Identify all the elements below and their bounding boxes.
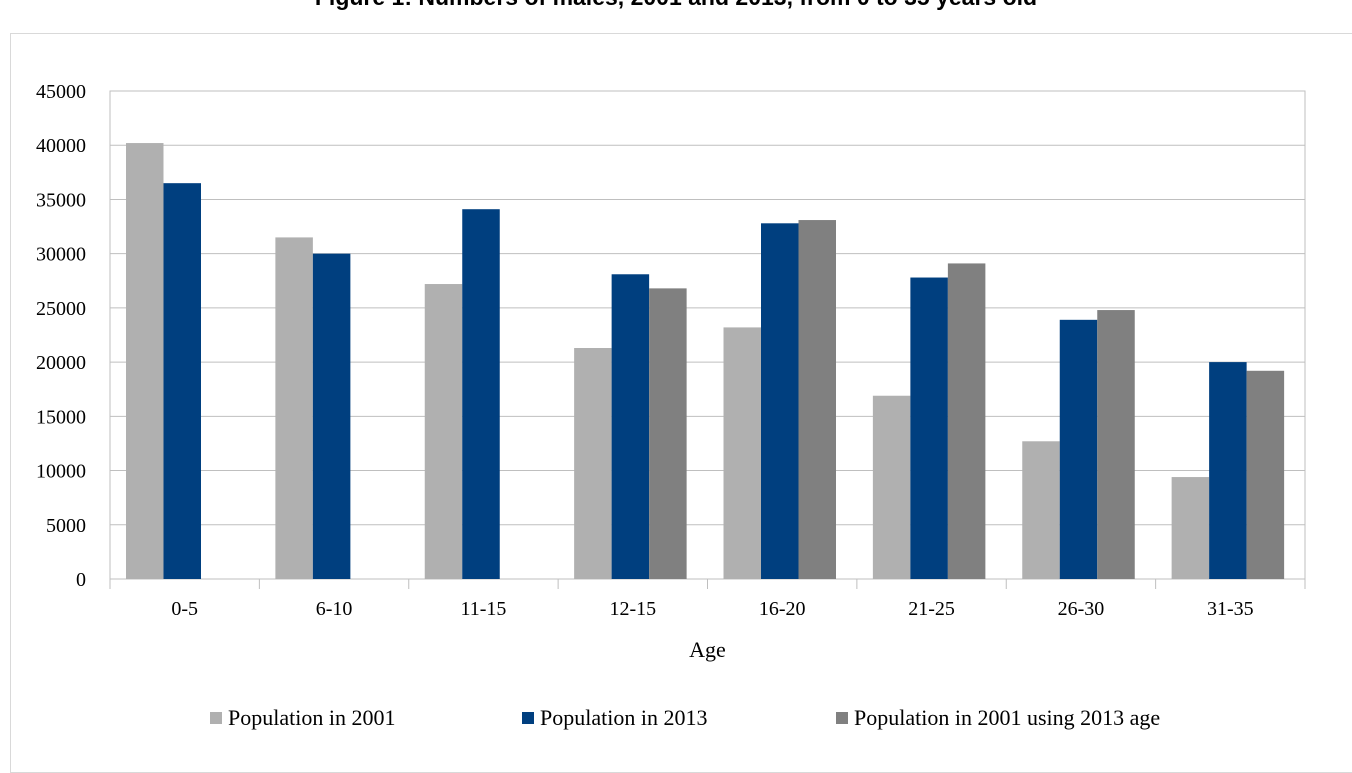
chart-title-partial: Figure 1: Numbers of males, 2001 and 201… [0,0,1352,11]
bar-6-10-series-2 [312,253,351,579]
bar-0-5-series-1 [126,143,164,579]
x-tick-label: 26-30 [1058,598,1105,620]
y-tick-label: 15000 [36,406,86,428]
x-tick-label: 21-25 [908,598,955,620]
bar-26-30-series-3 [1097,310,1135,579]
legend-swatch [522,712,534,724]
y-tick-label: 45000 [36,81,86,103]
bar-11-15-series-2 [462,209,500,579]
y-tick-label: 30000 [36,244,86,266]
y-tick-label: 40000 [36,135,86,157]
bar-16-20-series-2 [761,223,799,579]
bar-31-35-series-2 [1209,362,1247,579]
bar-21-25-series-1 [872,395,911,579]
bar-31-35-series-1 [1171,477,1210,579]
y-tick-label: 10000 [36,461,86,483]
legend-swatch [210,712,222,724]
x-tick-label: 11-15 [460,598,506,620]
x-tick-label: 6-10 [316,598,353,620]
legend-entry: Population in 2001 using 2013 age [854,705,1160,730]
bar-21-25-series-2 [910,277,948,579]
y-tick-label: 25000 [36,298,86,320]
x-axis-label: Age [689,637,726,662]
bar-12-15-series-3 [649,288,687,579]
bar-6-10-series-1 [275,237,313,579]
bar-26-30-series-1 [1022,441,1060,579]
legend-swatch [836,712,848,724]
bar-12-15-series-1 [574,348,612,579]
bar-26-30-series-2 [1059,319,1098,579]
bar-16-20-series-1 [723,327,761,579]
bar-11-15-series-1 [424,284,463,579]
bar-31-35-series-3 [1246,370,1285,579]
y-tick-label: 20000 [36,352,86,374]
y-tick-label: 35000 [36,189,86,211]
bar-12-15-series-2 [611,274,650,579]
bar-0-5-series-2 [163,183,201,579]
legend-entry: Population in 2013 [540,705,707,730]
y-tick-label: 5000 [46,515,86,537]
bar-16-20-series-3 [798,220,836,579]
x-tick-label: 31-35 [1207,598,1254,620]
x-tick-label: 12-15 [609,598,656,620]
bar-21-25-series-3 [947,263,986,579]
y-tick-label: 0 [76,569,86,591]
x-tick-label: 0-5 [171,598,198,620]
legend-entry: Population in 2001 [228,705,395,730]
x-tick-label: 16-20 [759,598,806,620]
